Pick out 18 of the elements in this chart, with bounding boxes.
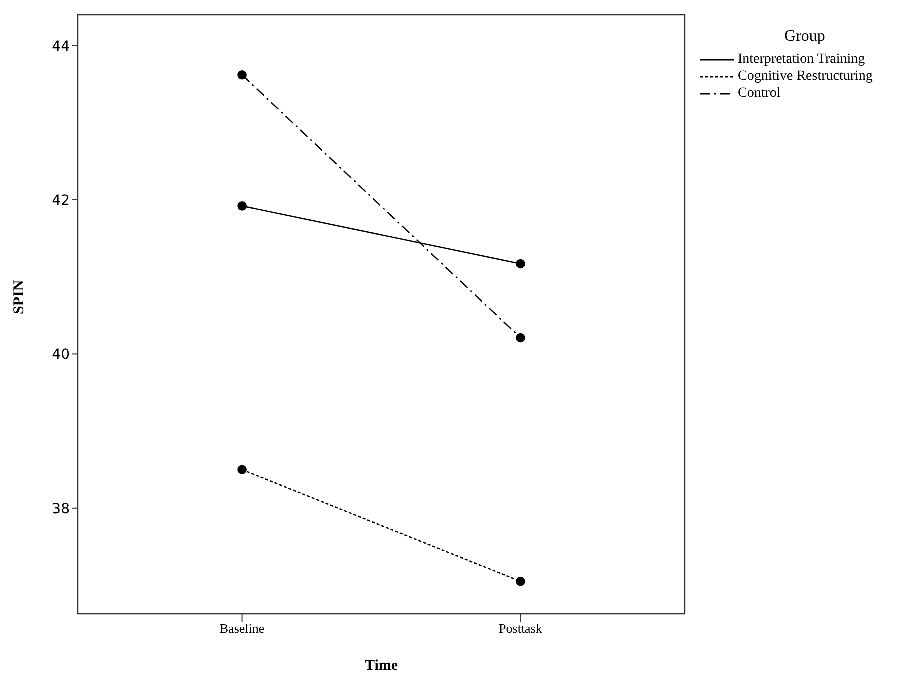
point	[516, 259, 526, 269]
legend-label: Interpretation Training	[738, 52, 866, 67]
x-tick-label: Posttask	[499, 621, 543, 636]
legend-title: Group	[784, 28, 826, 46]
point	[516, 333, 526, 343]
legend-label: Control	[738, 86, 782, 101]
legend-label: Cognitive Restructuring	[738, 69, 874, 84]
point	[238, 70, 247, 80]
y-axis-title: SPIN	[11, 280, 28, 314]
point	[238, 202, 247, 211]
point	[516, 576, 526, 586]
y-tick-label: 44	[52, 38, 70, 55]
point	[238, 465, 247, 474]
y-tick-label: 40	[52, 347, 70, 364]
y-tick-label: 38	[52, 501, 70, 518]
y-tick-label: 42	[52, 192, 70, 209]
x-tick-label: Baseline	[220, 621, 265, 636]
x-axis-title: Time	[364, 658, 398, 674]
